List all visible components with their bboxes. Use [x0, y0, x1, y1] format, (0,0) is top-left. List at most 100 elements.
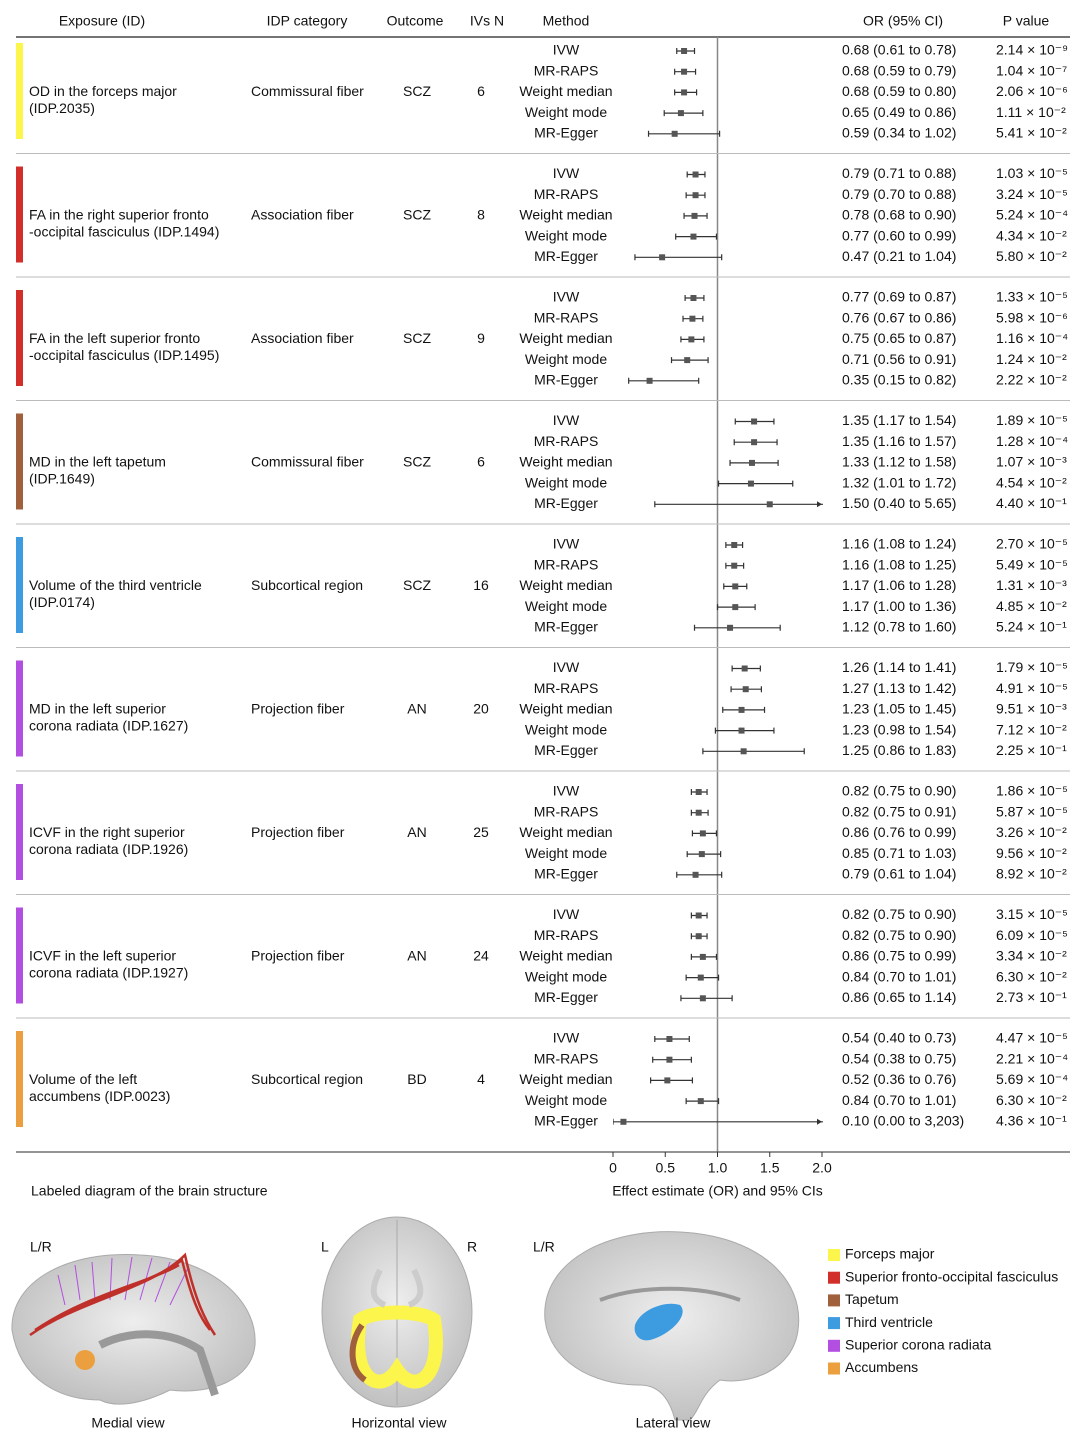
p-value: 5.41 × 10⁻² — [996, 125, 1067, 141]
p-value: 5.98 × 10⁻⁶ — [996, 309, 1068, 325]
or-ci-label: 1.23 (1.05 to 1.45) — [842, 701, 956, 717]
legend-label: Third ventricle — [845, 1314, 933, 1330]
or-ci-label: 0.79 (0.61 to 1.04) — [842, 866, 956, 882]
group-color-bar — [16, 166, 23, 263]
point-estimate — [671, 130, 678, 137]
p-value: 8.92 × 10⁻² — [996, 866, 1067, 882]
p-value: 1.79 × 10⁻⁵ — [996, 659, 1068, 675]
method: IVW — [553, 165, 580, 181]
ci-arrow — [817, 501, 822, 508]
x-tick-label: 2.0 — [812, 1160, 832, 1176]
p-value: 4.47 × 10⁻⁵ — [996, 1030, 1068, 1046]
or-ci-label: 0.59 (0.34 to 1.02) — [842, 125, 956, 141]
ivs-n: 9 — [477, 330, 485, 346]
p-value: 1.16 × 10⁻⁴ — [996, 330, 1068, 346]
exposure: accumbens (IDP.0023) — [29, 1088, 170, 1104]
or-ci-label: 1.50 (0.40 to 5.65) — [842, 495, 956, 511]
method: Weight median — [519, 83, 612, 99]
view-label: Medial view — [91, 1415, 165, 1431]
method: Weight median — [519, 948, 612, 964]
p-value: 2.25 × 10⁻¹ — [996, 742, 1067, 758]
exposure: (IDP.2035) — [29, 100, 95, 116]
exposure: MD in the left tapetum — [29, 454, 166, 470]
confidence-interval — [628, 377, 700, 384]
legend-label: Tapetum — [845, 1291, 899, 1307]
p-value: 6.09 × 10⁻⁵ — [996, 927, 1068, 943]
legend-swatch — [828, 1362, 840, 1375]
or-ci-label: 0.10 (0.00 to 3,203) — [842, 1113, 964, 1129]
idp-category: Projection fiber — [251, 701, 345, 717]
point-estimate — [689, 315, 696, 322]
point-estimate — [731, 562, 738, 569]
method: MR-Egger — [534, 372, 598, 388]
group-color-bar — [16, 413, 23, 510]
horizontal-brain — [321, 1216, 473, 1408]
point-estimate — [738, 727, 745, 734]
ivs-n: 8 — [477, 207, 485, 223]
point-estimate — [742, 686, 749, 693]
p-value: 3.24 × 10⁻⁵ — [996, 186, 1068, 202]
p-value: 1.28 × 10⁻⁴ — [996, 433, 1068, 449]
or-ci-label: 0.65 (0.49 to 0.86) — [842, 104, 956, 120]
p-value: 2.70 × 10⁻⁵ — [996, 536, 1068, 552]
or-ci-label: 1.35 (1.17 to 1.54) — [842, 412, 956, 428]
point-estimate — [690, 233, 697, 240]
p-value: 4.34 × 10⁻² — [996, 227, 1067, 243]
or-ci-label: 0.71 (0.56 to 0.91) — [842, 351, 956, 367]
point-estimate — [751, 418, 758, 425]
confidence-interval — [680, 995, 733, 1002]
method: MR-RAPS — [534, 1050, 599, 1066]
method: IVW — [553, 1030, 580, 1046]
exposure: corona radiata (IDP.1627) — [29, 718, 188, 734]
method: Weight mode — [525, 351, 607, 367]
point-estimate — [695, 809, 702, 816]
point-estimate — [695, 789, 702, 795]
point-estimate — [697, 974, 704, 981]
idp-category: Association fiber — [251, 330, 354, 346]
point-estimate — [692, 192, 699, 199]
legend-label: Superior fronto-occipital fasciculus — [845, 1268, 1058, 1284]
outcome: SCZ — [403, 577, 431, 593]
method: IVW — [553, 412, 580, 428]
method: MR-RAPS — [534, 186, 599, 202]
exposure: OD in the forceps major — [29, 83, 177, 99]
point-estimate — [732, 604, 739, 611]
confidence-interval — [676, 871, 723, 878]
or-ci-label: 0.68 (0.61 to 0.78) — [842, 42, 956, 58]
method: Weight mode — [525, 104, 607, 120]
outcome: SCZ — [403, 330, 431, 346]
p-value: 1.03 × 10⁻⁵ — [996, 165, 1068, 181]
p-value: 1.24 × 10⁻² — [996, 351, 1067, 367]
or-ci-label: 1.27 (1.13 to 1.42) — [842, 680, 956, 696]
legend-swatch — [828, 1271, 840, 1284]
method: Weight median — [519, 207, 612, 223]
outcome: AN — [407, 701, 426, 717]
legend-swatch — [828, 1339, 840, 1352]
method: MR-RAPS — [534, 556, 599, 572]
ivs-n: 20 — [473, 701, 489, 717]
or-ci-label: 0.86 (0.75 to 0.99) — [842, 948, 956, 964]
x-tick-label: 1.5 — [760, 1160, 780, 1176]
column-header: IVs N — [470, 13, 504, 29]
p-value: 1.89 × 10⁻⁵ — [996, 412, 1068, 428]
or-ci-label: 1.33 (1.12 to 1.58) — [842, 454, 956, 470]
point-estimate — [747, 480, 754, 487]
p-value: 1.33 × 10⁻⁵ — [996, 289, 1068, 305]
confidence-interval — [647, 130, 721, 137]
point-estimate — [751, 439, 758, 446]
method: Weight mode — [525, 227, 607, 243]
p-value: 5.24 × 10⁻¹ — [996, 619, 1067, 635]
p-value: 5.24 × 10⁻⁴ — [996, 207, 1068, 223]
or-ci-label: 0.77 (0.69 to 0.87) — [842, 289, 956, 305]
side-label: R — [467, 1239, 477, 1255]
exposure: (IDP.0174) — [29, 594, 95, 610]
p-value: 4.36 × 10⁻¹ — [996, 1113, 1067, 1129]
ivs-n: 16 — [473, 577, 489, 593]
legend-label: Accumbens — [845, 1359, 918, 1375]
method: Weight median — [519, 330, 612, 346]
column-header: Method — [543, 13, 590, 29]
column-header: Exposure (ID) — [59, 13, 145, 29]
point-estimate — [727, 624, 734, 631]
